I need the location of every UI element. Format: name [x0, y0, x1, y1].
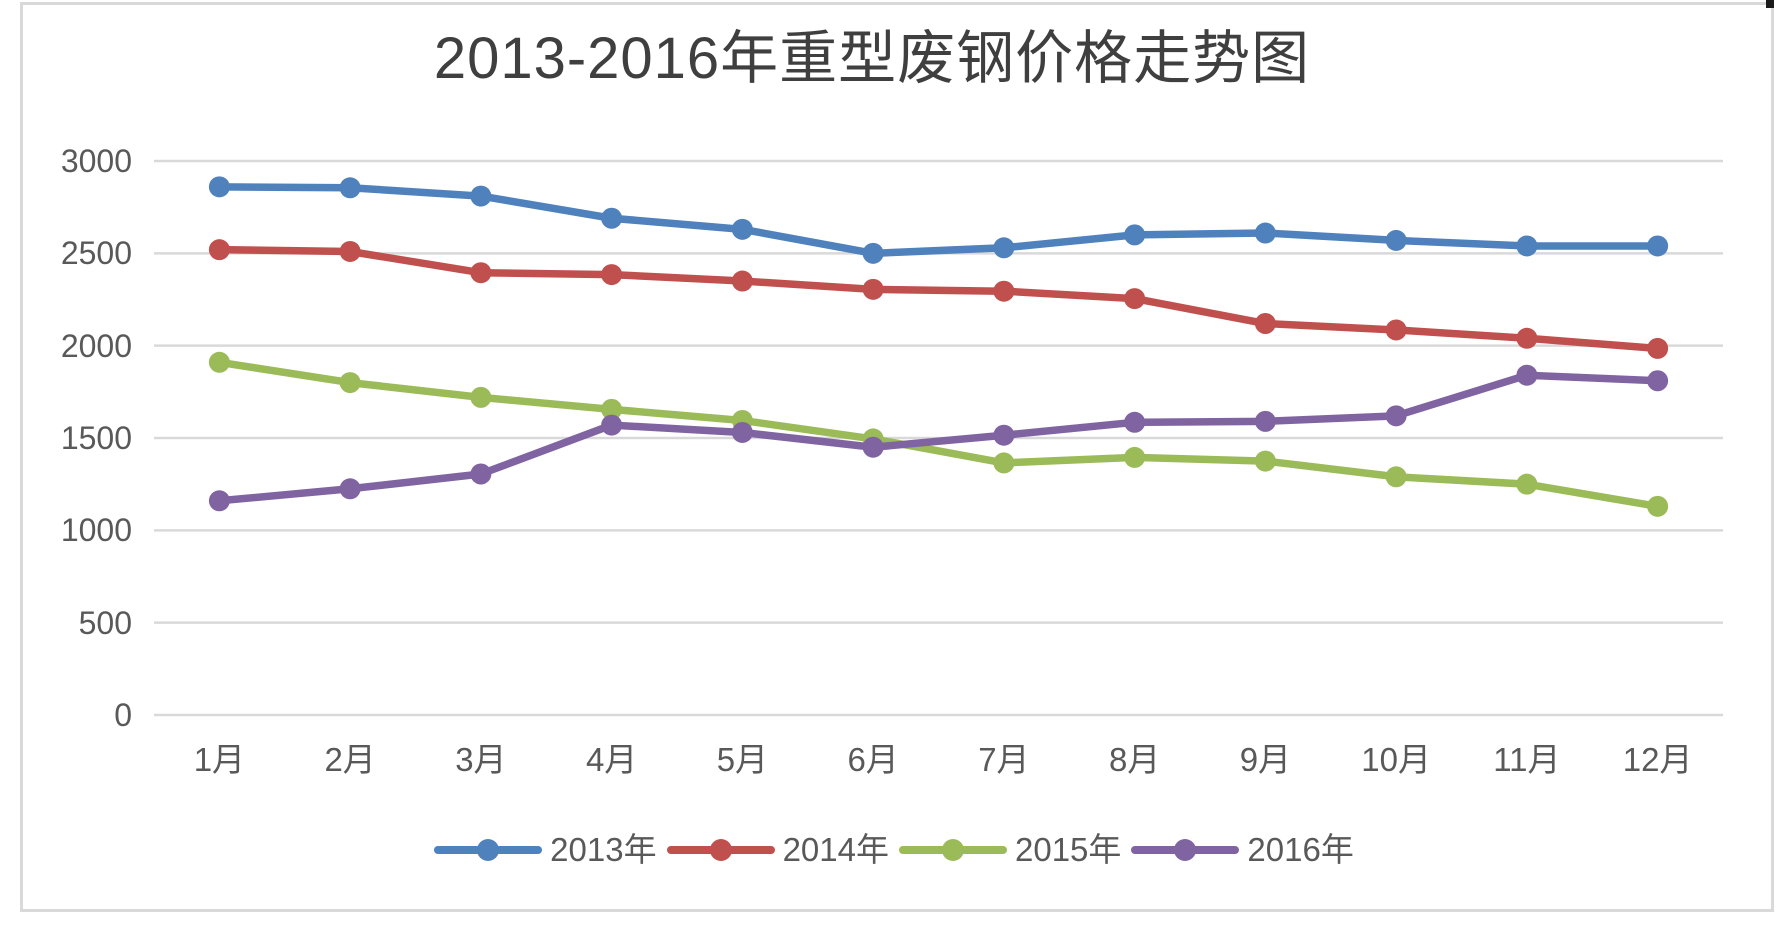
data-point-2016年-8月: [1124, 411, 1146, 433]
x-tick-label: 3月: [455, 741, 507, 778]
data-point-2016年-1月: [208, 490, 230, 512]
chart-frame: [20, 2, 1774, 912]
data-point-2013年-11月: [1516, 235, 1538, 257]
data-point-2016年-7月: [993, 424, 1015, 446]
chart-title: 2013-2016年重型废钢价格走势图: [433, 26, 1311, 91]
y-tick-label: 2500: [60, 235, 132, 271]
legend-item-2014: 2014年: [666, 830, 889, 870]
x-tick-label: 12月: [1622, 741, 1693, 778]
x-tick-label: 4月: [585, 741, 638, 778]
y-tick-label: 3000: [60, 143, 132, 179]
legend-marker-icon: [434, 838, 543, 862]
x-tick-label: 10月: [1361, 741, 1431, 778]
data-point-2016年-5月: [731, 421, 753, 443]
y-tick-label: 1000: [60, 512, 132, 548]
frame-corner-handle: [1766, 0, 1774, 8]
data-point-2014年-3月: [470, 262, 492, 284]
data-point-2014年-2月: [339, 240, 361, 262]
data-point-2013年-5月: [731, 218, 753, 240]
data-point-2016年-12月: [1647, 370, 1669, 392]
legend-marker-icon: [666, 838, 775, 862]
data-point-2014年-9月: [1254, 313, 1276, 335]
legend-label: 2014年: [782, 831, 889, 868]
x-tick-label: 2月: [324, 741, 376, 778]
data-point-2015年-11月: [1516, 473, 1538, 495]
data-point-2016年-2月: [339, 478, 361, 500]
data-point-2015年-4月: [601, 398, 623, 420]
legend-label: 2015年: [1015, 831, 1122, 868]
legend-label: 2016年: [1247, 831, 1354, 868]
series-line-2014年: [215, 245, 1662, 353]
data-point-2014年-11月: [1516, 327, 1538, 349]
data-point-2016年-10月: [1385, 405, 1407, 427]
data-point-2013年-8月: [1124, 224, 1146, 246]
x-tick-label: 1月: [193, 741, 246, 778]
data-point-2014年-12月: [1647, 337, 1669, 359]
data-point-2013年-1月: [208, 176, 230, 198]
data-point-2016年-11月: [1516, 364, 1538, 386]
data-point-2014年-4月: [601, 264, 623, 286]
data-point-2013年-12月: [1647, 235, 1669, 257]
legend-label: 2013年: [550, 831, 657, 868]
data-point-2013年-10月: [1385, 229, 1407, 251]
data-point-2015年-3月: [470, 386, 492, 408]
data-point-2013年-4月: [601, 207, 623, 229]
x-tick-label: 7月: [978, 741, 1030, 778]
data-point-2014年-6月: [862, 278, 884, 300]
data-point-2013年-2月: [339, 177, 361, 199]
series-line-2016年: [215, 371, 1662, 505]
x-axis: 1月 2月 3月 4月 5月 6月 7月 8月 9月 10月 11月 12月: [154, 740, 1723, 782]
data-point-2015年-9月: [1254, 450, 1276, 472]
legend: 2013年 2014年 2015年 2016年: [0, 822, 1788, 878]
data-point-2015年-10月: [1385, 466, 1407, 488]
series-line-2015年: [215, 358, 1662, 511]
data-point-2016年-6月: [862, 436, 884, 458]
data-point-2015年-1月: [208, 351, 230, 373]
y-tick-label: 2000: [60, 328, 132, 364]
x-tick-label: 8月: [1108, 741, 1161, 778]
data-point-2015年-12月: [1647, 495, 1669, 517]
legend-item-2015: 2015年: [899, 830, 1121, 870]
data-point-2013年-9月: [1254, 222, 1276, 244]
data-point-2013年-6月: [862, 242, 884, 264]
data-point-2016年-3月: [470, 463, 492, 485]
x-tick-label: 6月: [847, 741, 899, 778]
data-point-2014年-10月: [1385, 319, 1407, 341]
data-point-2014年-8月: [1124, 288, 1146, 310]
x-tick-label: 9月: [1239, 741, 1292, 778]
legend-marker-icon: [899, 838, 1007, 862]
legend-marker-icon: [1131, 838, 1240, 862]
data-point-2015年-7月: [993, 452, 1015, 474]
legend-item-2013: 2013年: [434, 830, 657, 870]
data-point-2014年-7月: [993, 280, 1015, 302]
y-tick-label: 500: [78, 605, 132, 641]
data-point-2014年-5月: [731, 270, 753, 292]
data-point-2015年-2月: [339, 372, 361, 394]
y-tick-label: 1500: [60, 420, 132, 456]
data-point-2013年-3月: [470, 185, 492, 207]
y-tick-label: 0: [114, 697, 132, 733]
data-point-2016年-4月: [601, 414, 623, 436]
data-point-2016年-9月: [1254, 410, 1276, 432]
x-tick-label: 5月: [716, 741, 769, 778]
data-point-2013年-7月: [993, 237, 1015, 259]
x-tick-label: 11月: [1493, 741, 1561, 778]
data-point-2015年-8月: [1124, 446, 1146, 468]
series-line-2013年: [215, 183, 1662, 258]
legend-item-2016: 2016年: [1131, 830, 1354, 870]
data-point-2014年-1月: [208, 239, 230, 261]
